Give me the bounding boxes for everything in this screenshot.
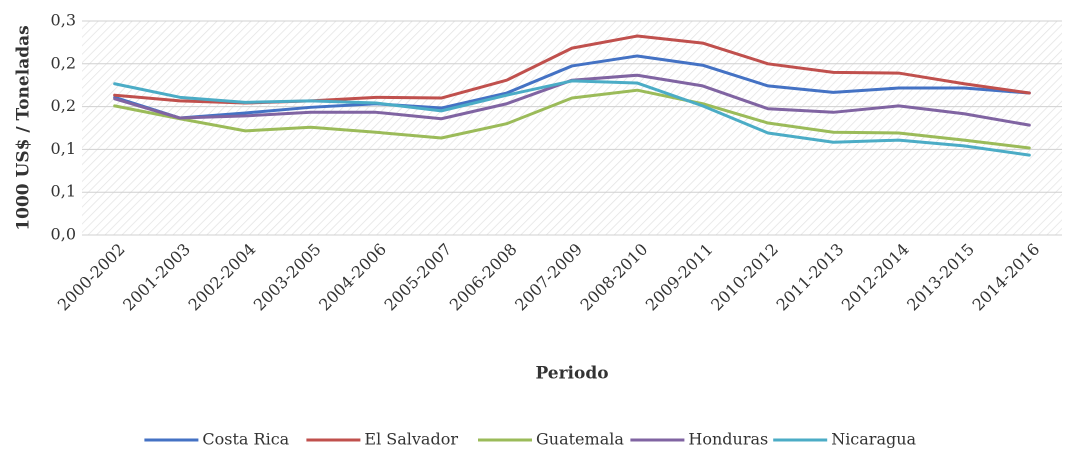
series-line — [113, 88, 1031, 150]
y-tick-label: 0,0 — [51, 225, 76, 244]
series-line — [113, 79, 1031, 157]
legend-label: Guatemala — [536, 430, 624, 449]
x-tick-label: 2004-2006 — [315, 240, 390, 315]
y-tick-label: 0,1 — [51, 182, 76, 201]
y-tick-label: 0,1 — [51, 139, 76, 158]
y-tick-label: 0,2 — [51, 53, 76, 72]
series-line — [113, 54, 1031, 120]
x-tick-label: 2006-2008 — [446, 240, 521, 315]
legend-label: Honduras — [688, 430, 768, 449]
y-tick-label: 0,3 — [51, 11, 76, 30]
x-tick-label: 2003-2005 — [250, 240, 325, 315]
x-tick-label: 2013-2015 — [903, 240, 978, 315]
legend-label: El Salvador — [364, 430, 458, 449]
x-tick-label: 2009-2011 — [642, 240, 717, 315]
legend-label: Costa Rica — [202, 430, 289, 449]
x-tick-label: 2010-2012 — [707, 240, 782, 315]
x-axis-title: Periodo — [535, 364, 608, 384]
x-tick-label: 2001-2003 — [119, 240, 194, 315]
legend-label: Nicaragua — [831, 430, 916, 449]
x-tick-label: 2005-2007 — [381, 240, 456, 315]
x-tick-label: 2012-2014 — [838, 240, 913, 315]
x-tick-label: 2007-2009 — [511, 240, 586, 315]
x-tick-label: 2008-2010 — [577, 240, 652, 315]
x-tick-label: 2000-2002 — [54, 240, 129, 315]
x-tick-label: 2002-2004 — [185, 240, 260, 315]
y-tick-label: 0,2 — [51, 96, 76, 115]
plot-background — [82, 21, 1062, 235]
x-tick-label: 2011-2013 — [773, 240, 848, 315]
y-axis-title: 1000 US$ / Toneladas — [14, 25, 34, 230]
x-tick-label: 2014-2016 — [969, 240, 1044, 315]
